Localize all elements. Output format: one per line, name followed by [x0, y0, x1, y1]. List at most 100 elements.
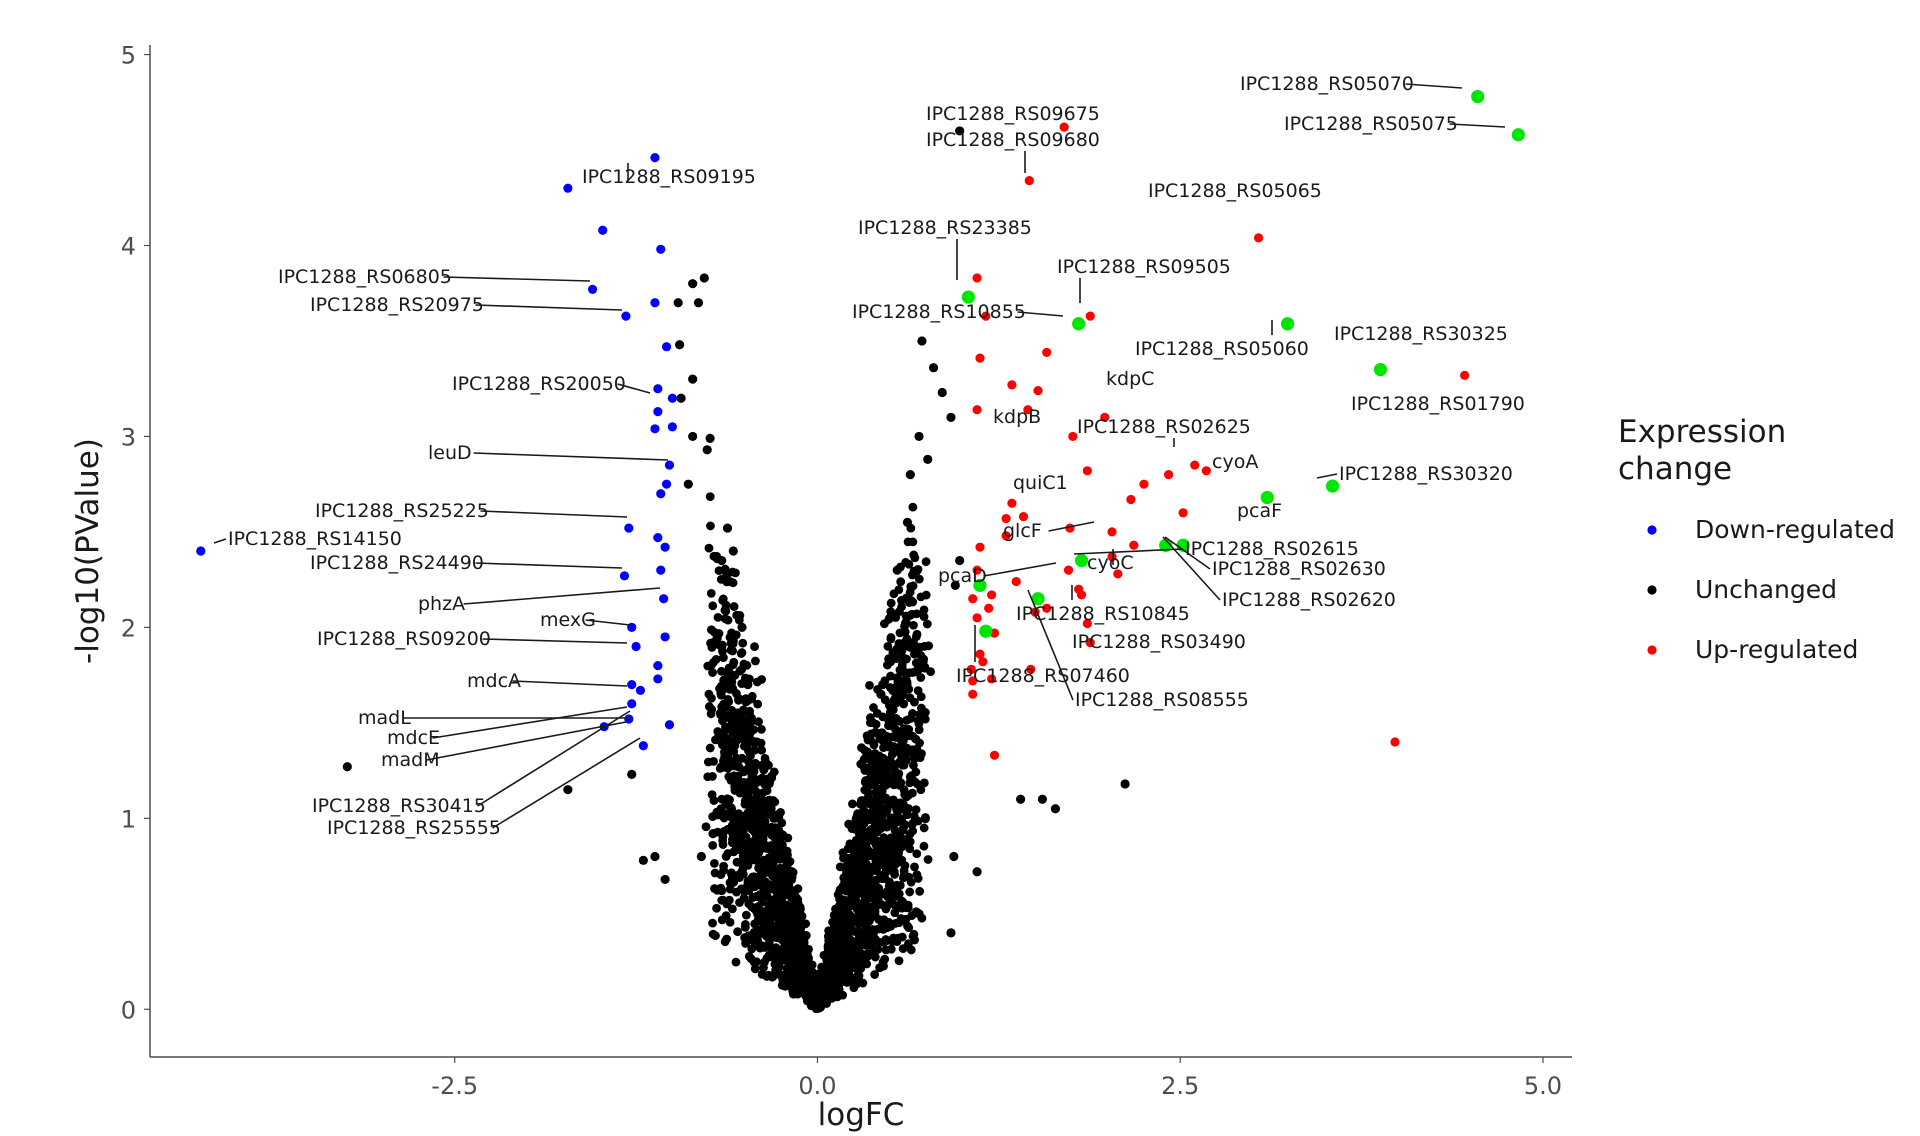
- unchanged-point: [894, 640, 904, 650]
- unchanged-point: [852, 898, 862, 908]
- up-regulated-point: [986, 590, 997, 600]
- unchanged-point: [906, 945, 916, 955]
- up-regulated-point: [1139, 479, 1149, 489]
- unchanged-point: [706, 660, 716, 670]
- unchanged-point: [725, 917, 735, 927]
- unchanged-point: [883, 763, 893, 773]
- leader-line: [1027, 589, 1074, 701]
- unchanged-point: [650, 851, 660, 862]
- unchanged-point: [879, 938, 888, 947]
- unchanged-point: [916, 692, 926, 702]
- unchanged-point: [761, 858, 771, 868]
- unchanged-point: [757, 724, 766, 734]
- unchanged-point: [870, 970, 880, 979]
- unchanged-point: [921, 557, 931, 566]
- unchanged-point: [704, 543, 714, 553]
- unchanged-point: [706, 588, 716, 598]
- point-label: IPC1288_RS03490: [1072, 631, 1246, 653]
- point-label: IPC1288_RS05075: [1284, 113, 1458, 135]
- unchanged-point: [895, 628, 905, 638]
- unchanged-point: [924, 641, 934, 651]
- unchanged-point: [790, 895, 799, 905]
- unchanged-point: [861, 867, 870, 877]
- unchanged-point: [908, 581, 918, 591]
- unchanged-point: [819, 950, 829, 960]
- leader-line: [480, 510, 628, 518]
- unchanged-point: [895, 665, 905, 675]
- unchanged-point: [748, 838, 758, 848]
- unchanged-point: [709, 756, 718, 766]
- unchanged-point: [714, 629, 724, 638]
- unchanged-point: [696, 851, 706, 862]
- unchanged-point: [908, 502, 918, 512]
- point-label: IPC1288_RS20050: [452, 373, 626, 395]
- up-regulated-point: [984, 603, 994, 613]
- unchanged-point: [729, 847, 739, 857]
- down-regulated-point: [631, 641, 641, 652]
- unchanged-point: [808, 967, 817, 977]
- point-label: IPC1288_RS09195: [582, 166, 756, 188]
- up-regulated-point: [1253, 233, 1264, 243]
- unchanged-point: [743, 860, 753, 870]
- unchanged-point: [827, 951, 837, 961]
- unchanged-point: [707, 790, 717, 800]
- point-label: quiC1: [1013, 472, 1068, 494]
- unchanged-point: [708, 601, 718, 611]
- unchanged-point: [886, 598, 896, 608]
- unchanged-point: [862, 833, 872, 842]
- highlighted-point: [961, 290, 975, 304]
- unchanged-point: [792, 914, 802, 924]
- unchanged-point: [901, 674, 911, 684]
- point-label: kdpC: [1106, 368, 1154, 390]
- y-axis-title: -log10(PValue): [70, 438, 106, 664]
- unchanged-point: [897, 602, 906, 612]
- unchanged-point: [905, 844, 915, 854]
- unchanged-point: [743, 756, 753, 766]
- unchanged-point: [831, 931, 841, 941]
- unchanged-point: [733, 871, 743, 881]
- unchanged-point: [731, 729, 741, 739]
- point-label: cyoA: [1212, 451, 1258, 473]
- unchanged-point: [706, 521, 715, 531]
- leader-line: [983, 562, 1057, 577]
- point-label: IPC1288_RS07460: [956, 665, 1130, 687]
- unchanged-point: [706, 625, 716, 635]
- unchanged-point: [705, 492, 715, 502]
- unchanged-point: [676, 393, 686, 403]
- point-label: IPC1288_RS02630: [1212, 558, 1386, 580]
- down-regulated-point: [619, 571, 630, 581]
- unchanged-point: [901, 903, 911, 913]
- unchanged-point: [743, 724, 752, 734]
- unchanged-point: [899, 724, 909, 734]
- unchanged-point: [756, 760, 766, 770]
- unchanged-point: [724, 683, 734, 693]
- unchanged-point: [793, 884, 803, 894]
- x-axis-title: logFC: [818, 1097, 905, 1133]
- up-regulated-point: [986, 674, 997, 684]
- unchanged-point: [751, 821, 761, 831]
- y-tick-label: 5: [121, 42, 136, 70]
- unchanged-point: [909, 760, 918, 770]
- unchanged-point: [909, 620, 918, 630]
- unchanged-point: [683, 479, 693, 489]
- point-labels: IPC1288_RS05070 IPC1288_RS05075 IPC1288_RS…: [228, 73, 1525, 839]
- unchanged-point: [883, 641, 893, 651]
- unchanged-point: [725, 632, 735, 642]
- unchanged-point: [856, 813, 866, 823]
- unchanged-point: [922, 619, 932, 629]
- unchanged-point: [937, 387, 947, 398]
- unchanged-point: [797, 936, 807, 946]
- leader-line: [1164, 536, 1211, 570]
- unchanged-point: [707, 643, 717, 652]
- unchanged-point: [876, 690, 886, 699]
- unchanged-point: [773, 828, 783, 838]
- unchanged-point: [884, 817, 894, 827]
- unchanged-point: [754, 863, 764, 873]
- unchanged-point: [747, 934, 757, 944]
- unchanged-point: [907, 820, 917, 829]
- down-regulated-point: [650, 298, 660, 308]
- unchanged-point: [864, 846, 874, 856]
- point-label: IPC1288_RS02620: [1222, 589, 1396, 611]
- unchanged-point: [972, 867, 982, 877]
